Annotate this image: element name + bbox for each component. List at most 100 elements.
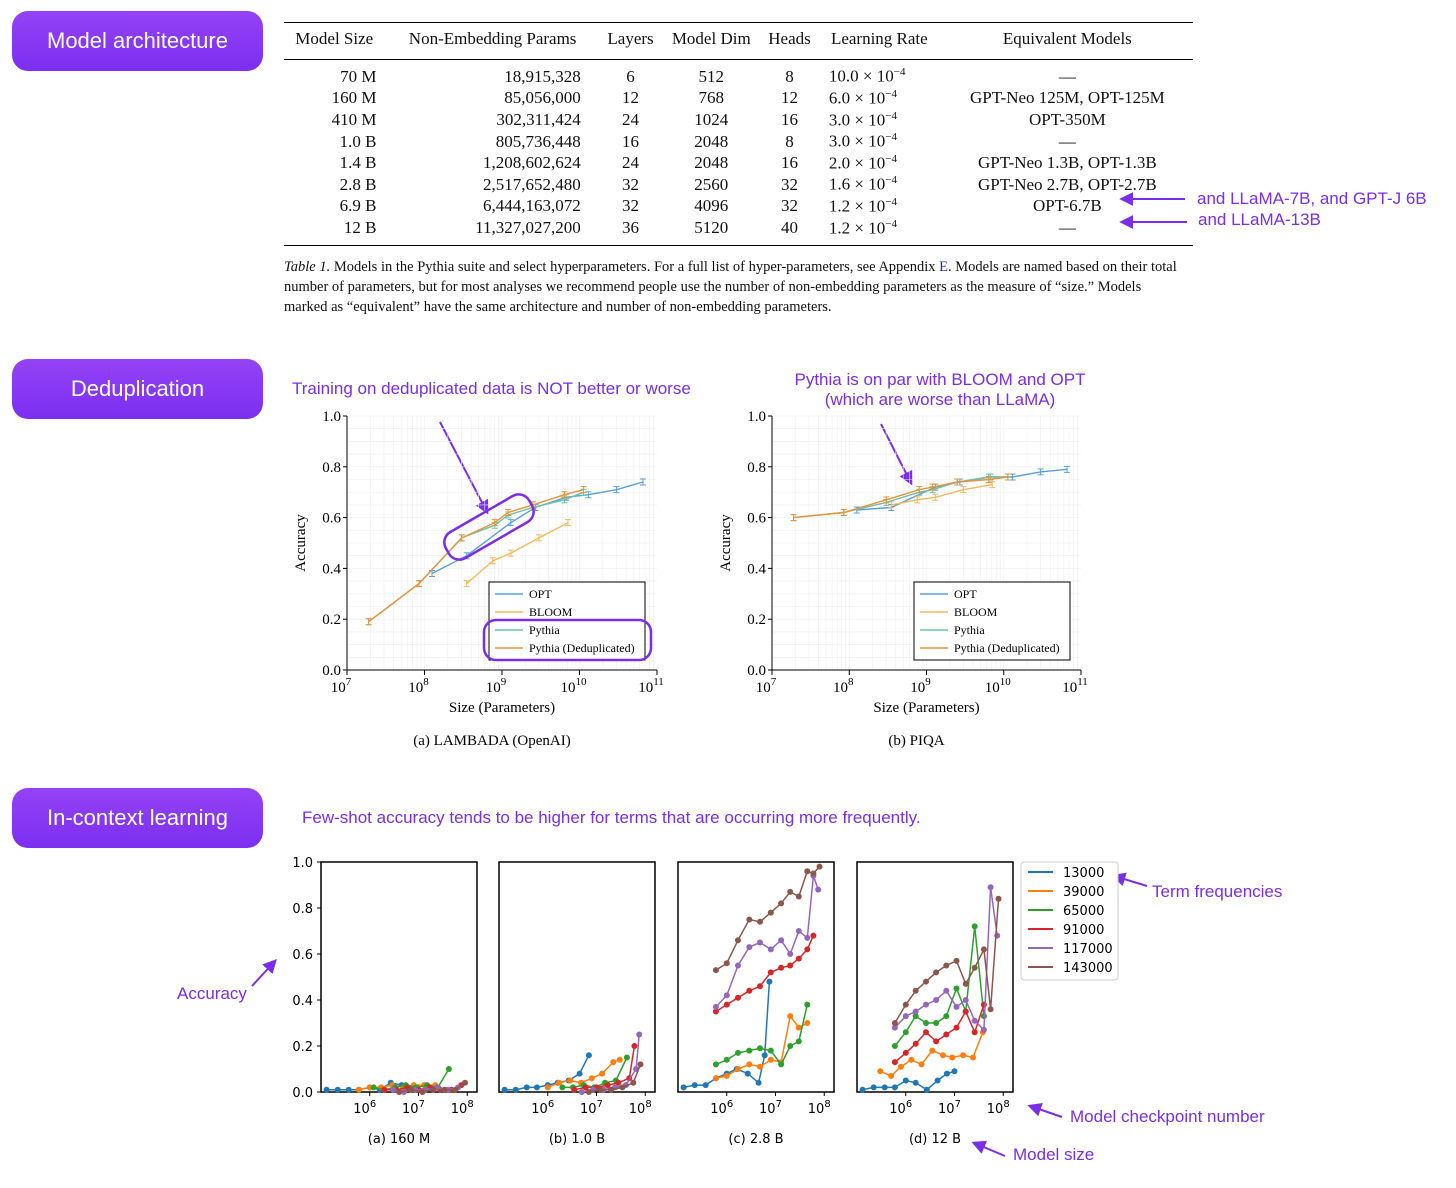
caption-text: Models in the Pythia suite and select hy… [330, 259, 940, 275]
data-point [767, 1047, 774, 1054]
table-cell: GPT-Neo 2.7B, OPT-2.7B [978, 174, 1157, 194]
data-point [923, 1086, 930, 1093]
data-point [877, 1068, 884, 1075]
legend-label: 13000 [1063, 866, 1104, 881]
series-line [368, 489, 584, 623]
table-cell: 6,444,163,072 [482, 196, 581, 216]
legend-highlight [482, 618, 653, 662]
data-point [757, 918, 763, 925]
data-point [630, 1079, 637, 1086]
data-point [971, 964, 978, 971]
data-point [787, 962, 794, 969]
data-point [980, 946, 987, 953]
data-point [891, 1059, 898, 1066]
data-point [507, 519, 514, 527]
data-point [578, 1089, 585, 1095]
data-point [505, 509, 512, 517]
legend-label: 91000 [1063, 923, 1104, 938]
legend-label: Pythia [954, 623, 985, 637]
table-cell: 5120 [660, 217, 763, 246]
y-axis-label: Accuracy [293, 514, 309, 572]
table-row: 1.0 B 805,736,448 16 2048 8 3.0 × 10−4 — [284, 131, 1193, 153]
data-point [723, 960, 730, 967]
x-axis-label: Size (Parameters) [449, 700, 555, 716]
data-point [535, 534, 542, 542]
data-point [623, 1054, 630, 1061]
data-point [891, 1024, 898, 1031]
y-tick-label: 0.0 [322, 663, 341, 679]
table-cell: 3.0 × 10−4 [828, 131, 897, 151]
series-line [715, 1014, 808, 1079]
data-point [585, 491, 592, 499]
col-header: Heads [762, 22, 817, 60]
data-point [787, 1043, 794, 1049]
data-point [1064, 465, 1071, 473]
table-cell: 1.2 × 10−4 [828, 196, 897, 216]
data-point [712, 1075, 719, 1082]
data-point [761, 1052, 768, 1059]
data-point [914, 496, 921, 504]
data-point [735, 994, 741, 1001]
data-point [746, 987, 753, 994]
table-cell: 1,208,602,624 [482, 153, 581, 173]
data-point [918, 1061, 925, 1068]
data-point [960, 486, 967, 494]
chart-piqa: 0.0 0.2 0.4 0.6 0.8 1.0 107 108 109 1010 1011 Size … [718, 409, 1088, 749]
data-point [407, 1086, 414, 1093]
data-point [757, 983, 763, 990]
x-tick-label: 109 [910, 676, 931, 696]
table-cell: 70 M [340, 66, 377, 86]
figure-caption: (a) LAMBADA (OpenAI) [413, 733, 570, 749]
data-point [778, 937, 785, 944]
annotation-llama-13b: and LLaMA-13B [1198, 210, 1321, 229]
data-point [804, 868, 811, 875]
data-point [604, 1082, 611, 1089]
data-point [323, 1086, 330, 1093]
table-cell: 1.6 × 10−4 [828, 174, 897, 195]
data-point [943, 1070, 950, 1077]
data-point [746, 1047, 753, 1054]
data-point [610, 1059, 617, 1066]
y-tick-label: 0.4 [322, 561, 341, 577]
data-point [631, 1043, 638, 1049]
y-tick-label: 0.2 [292, 1040, 313, 1055]
section-label-deduplication: Deduplication [12, 359, 263, 419]
data-point [943, 987, 950, 994]
data-point [463, 580, 470, 588]
data-point [712, 1061, 719, 1068]
data-point [489, 557, 496, 565]
data-point [971, 1017, 978, 1024]
table-cell: — [1058, 131, 1076, 151]
figure-caption: (d) 12 B [909, 1132, 961, 1147]
data-point [923, 1020, 929, 1026]
col-header: Learning Rate [816, 22, 942, 60]
data-point [883, 496, 890, 504]
data-point [953, 985, 960, 992]
legend-label: Pythia (Deduplicated) [529, 641, 635, 655]
section-label-architecture: Model architecture [12, 11, 263, 71]
annotation-icl: Few-shot accuracy tends to be higher for… [302, 808, 921, 827]
data-point [533, 1084, 540, 1091]
data-point [902, 1029, 909, 1036]
x-tick-label: 107 [580, 1099, 603, 1117]
data-point [778, 1061, 785, 1068]
data-point [430, 1086, 437, 1093]
data-point [757, 1063, 763, 1070]
series-line [431, 481, 644, 575]
data-point [767, 969, 774, 976]
data-point [452, 1086, 459, 1093]
table-cell: 1.2 × 10−4 [816, 217, 942, 246]
x-tick-label: 108 [451, 1099, 474, 1117]
data-point [787, 951, 794, 957]
data-point [912, 987, 919, 994]
table-cell: 2560 [694, 174, 729, 194]
y-tick-label: 0.6 [322, 511, 341, 527]
appendix-link[interactable]: E [939, 259, 949, 275]
x-tick-label: 107 [759, 1099, 782, 1117]
data-point [810, 870, 817, 877]
icl-chart-0: 0.0 0.2 0.4 0.6 0.8 1.0 106 107 108 (a) 160 M [292, 856, 478, 1147]
data-point [746, 1061, 753, 1068]
arrow-checkpoint [1027, 1103, 1063, 1118]
table-cell: 8 [785, 131, 794, 151]
data-point [795, 928, 802, 934]
